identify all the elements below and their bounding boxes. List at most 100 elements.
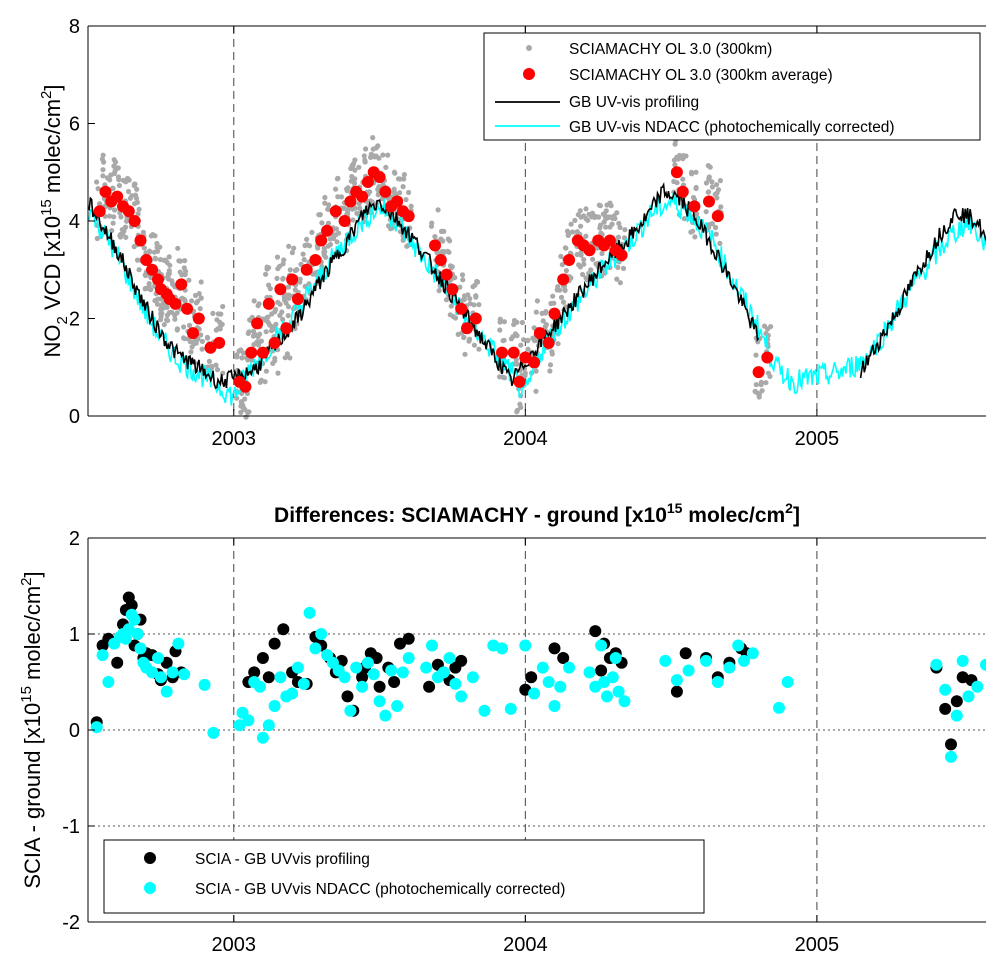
gray-point (443, 297, 450, 303)
gray-point (274, 254, 281, 260)
gray-point (615, 264, 621, 270)
gray-point (136, 267, 142, 273)
average-point (187, 327, 199, 340)
ndacc-point (172, 637, 185, 650)
average-point (213, 336, 226, 349)
gray-point (323, 254, 329, 260)
bottom-ndacc-points (90, 606, 986, 763)
gray-point (251, 298, 257, 304)
gray-point (242, 396, 248, 402)
gray-point (563, 268, 570, 274)
gray-point (375, 143, 381, 149)
gray-point (118, 214, 124, 220)
gray-point (182, 258, 188, 264)
gray-point (199, 338, 205, 344)
gray-point (596, 214, 602, 220)
ytick-label: 2 (69, 528, 80, 550)
ndacc-point (939, 683, 952, 696)
gray-point (404, 243, 410, 249)
gray-point (218, 322, 224, 328)
ndacc-point (723, 661, 736, 674)
ndacc-point (178, 668, 191, 681)
top-legend: SCIAMACHY OL 3.0 (300km) SCIAMACHY OL 3.… (483, 32, 981, 141)
average-point (676, 185, 689, 198)
gray-point (688, 169, 695, 175)
gray-point (397, 176, 403, 182)
gray-point (391, 169, 398, 175)
gray-point (142, 272, 148, 278)
gray-point (338, 194, 345, 200)
ndacc-point (396, 666, 409, 679)
ndacc-point (466, 671, 479, 684)
gray-point (195, 298, 201, 304)
gray-point (239, 355, 245, 361)
gray-point (263, 329, 269, 335)
ndacc-point (291, 661, 304, 674)
gray-point (198, 332, 204, 338)
gray-point (758, 379, 765, 385)
gray-point (401, 176, 407, 182)
average-point (146, 263, 159, 276)
gray-point (694, 211, 700, 217)
average-point (688, 200, 701, 213)
gray-point (275, 370, 281, 376)
ndacc-point (700, 654, 713, 667)
gray-point (616, 220, 622, 227)
gray-point (245, 357, 251, 363)
gray-point (215, 311, 221, 317)
gray-point (597, 222, 604, 228)
ndacc-point (344, 704, 357, 717)
gray-point (460, 277, 466, 283)
gray-point (263, 368, 269, 374)
gray-point (356, 164, 362, 170)
gray-point (333, 232, 339, 238)
gray-point (152, 256, 159, 262)
gray-point (601, 219, 607, 225)
average-point (286, 273, 299, 286)
gray-point (255, 334, 261, 340)
gray-point (251, 331, 258, 337)
gray-point (459, 272, 466, 278)
top-line-profiling (87, 182, 760, 390)
gray-point (289, 250, 295, 256)
gray-point (581, 257, 587, 263)
gray-point (123, 234, 129, 240)
gray-point (441, 228, 447, 234)
gray-point (287, 267, 293, 273)
profiling-point (356, 671, 369, 684)
gray-point (302, 242, 308, 249)
gray-point (376, 155, 382, 161)
gray-point (518, 342, 524, 348)
gray-point (610, 215, 616, 221)
gray-point (688, 229, 694, 235)
gray-point (220, 303, 226, 310)
gray-point (476, 302, 482, 308)
profiling-point (388, 676, 401, 688)
gray-point (474, 278, 480, 285)
gray-point (234, 354, 240, 360)
average-point (329, 205, 342, 218)
average-point (402, 210, 415, 223)
ytick-label: -2 (62, 912, 80, 934)
gray-point (533, 388, 539, 394)
average-point (528, 356, 541, 369)
ndacc-point (971, 680, 984, 693)
gray-point (334, 176, 340, 182)
gray-point (577, 264, 584, 270)
gray-point (511, 317, 518, 324)
gray-point (287, 355, 293, 361)
ndacc-point (601, 690, 613, 703)
ndacc-point (504, 702, 517, 715)
gray-point (154, 301, 161, 307)
legend-ndacc-label: SCIA - GB UVvis NDACC (photochemically c… (195, 881, 565, 898)
gray-point (301, 257, 307, 263)
ndacc-point (606, 671, 619, 684)
bottom-legend-box (103, 839, 705, 914)
gray-point (583, 216, 589, 222)
profiling-point (256, 652, 269, 664)
gray-point (344, 188, 350, 194)
gray-point (583, 206, 589, 212)
legend-cyan-label: GB UV-vis NDACC (photochemically correct… (569, 119, 895, 136)
gray-point (717, 178, 724, 184)
average-point (315, 234, 328, 247)
